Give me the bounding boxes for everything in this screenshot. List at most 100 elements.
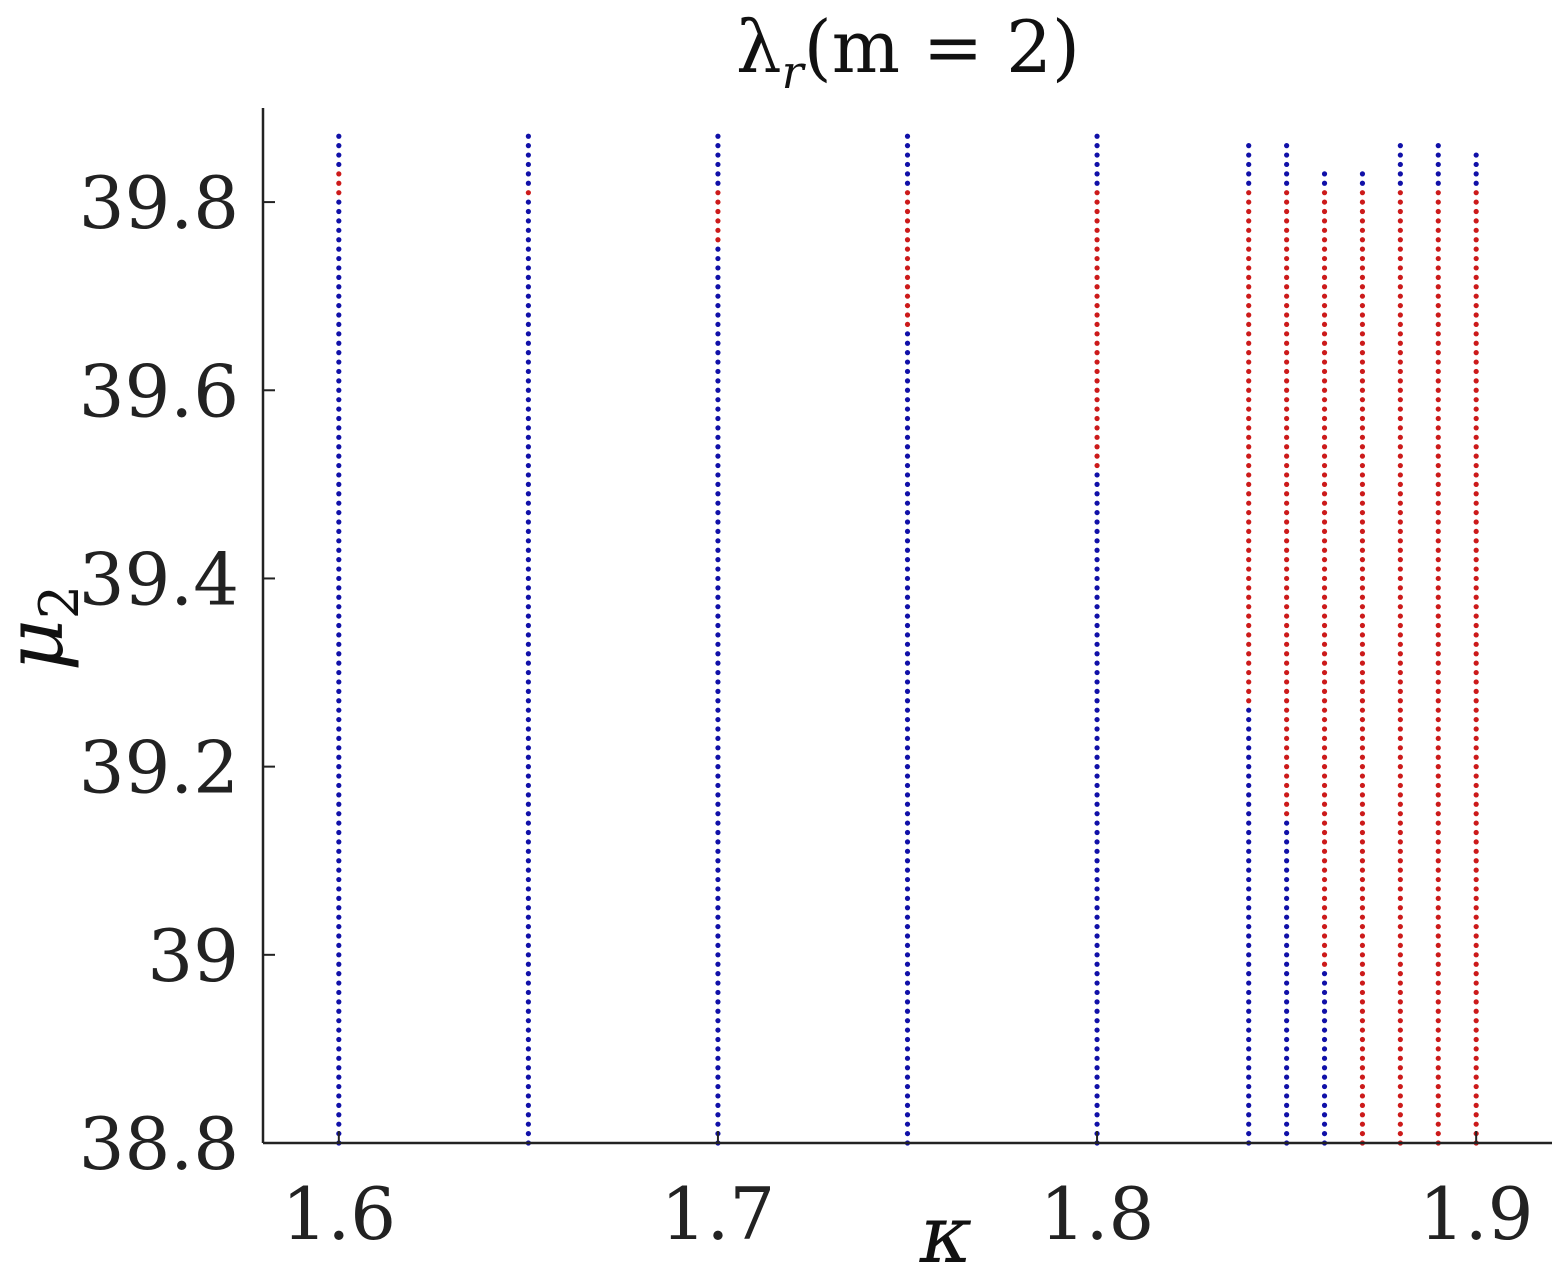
- stable-point: [715, 669, 721, 676]
- stable-point: [336, 227, 342, 233]
- unstable-point: [1284, 293, 1290, 299]
- chart-title-args: (m = 2): [804, 5, 1080, 89]
- unstable-point: [1435, 547, 1441, 553]
- stable-point: [1321, 1018, 1328, 1024]
- unstable-point: [1397, 848, 1403, 854]
- stable-point: [1397, 152, 1403, 158]
- unstable-point: [1473, 688, 1479, 694]
- stable-point: [1094, 1008, 1100, 1014]
- unstable-point: [1435, 444, 1441, 450]
- unstable-point: [1359, 669, 1366, 676]
- unstable-point: [1435, 246, 1441, 252]
- unstable-point: [1246, 481, 1252, 487]
- unstable-point: [1246, 462, 1252, 469]
- unstable-point: [1397, 208, 1403, 215]
- stable-point: [715, 1055, 721, 1061]
- stable-point: [904, 359, 911, 365]
- stable-point: [1246, 895, 1252, 901]
- unstable-point: [1359, 208, 1366, 215]
- unstable-point: [1473, 999, 1479, 1005]
- stable-point: [904, 406, 911, 412]
- unstable-point: [1397, 538, 1403, 544]
- unstable-point: [1397, 895, 1403, 901]
- unstable-point: [1321, 274, 1328, 280]
- stable-point: [525, 1036, 531, 1043]
- unstable-point: [1094, 265, 1100, 271]
- unstable-point: [1094, 406, 1100, 412]
- stable-point: [336, 312, 342, 318]
- unstable-point: [1473, 237, 1479, 243]
- unstable-point: [1397, 754, 1403, 760]
- unstable-point: [1246, 190, 1252, 196]
- stable-point: [336, 350, 342, 356]
- stable-point: [525, 914, 531, 920]
- stable-point: [1246, 858, 1252, 864]
- kappa-series: [525, 133, 531, 1146]
- unstable-point: [1284, 321, 1290, 328]
- stable-point: [715, 735, 721, 742]
- unstable-point: [1397, 942, 1403, 949]
- stable-point: [1094, 1018, 1100, 1024]
- stable-point: [336, 1093, 342, 1099]
- unstable-point: [1473, 293, 1479, 299]
- unstable-point: [1473, 397, 1479, 403]
- unstable-point: [904, 246, 911, 252]
- unstable-point: [1397, 698, 1403, 704]
- unstable-point: [1246, 387, 1252, 393]
- unstable-point: [1359, 462, 1366, 469]
- stable-point: [336, 378, 342, 384]
- unstable-point: [1359, 952, 1366, 958]
- stable-point: [525, 547, 531, 553]
- unstable-point: [1435, 1065, 1441, 1071]
- stable-point: [904, 509, 911, 516]
- unstable-point: [1473, 679, 1479, 685]
- stable-point: [525, 801, 531, 807]
- unstable-point: [904, 274, 911, 280]
- stable-point: [1246, 792, 1252, 798]
- stable-point: [904, 1055, 911, 1061]
- unstable-point: [1397, 491, 1403, 497]
- unstable-point: [1321, 651, 1328, 657]
- stable-point: [525, 792, 531, 798]
- unstable-point: [1397, 274, 1403, 280]
- stable-point: [336, 491, 342, 497]
- stable-point: [904, 331, 911, 337]
- unstable-point: [1473, 1018, 1479, 1024]
- unstable-point: [1473, 622, 1479, 629]
- stable-point: [1094, 716, 1100, 723]
- stable-point: [1284, 829, 1290, 836]
- unstable-point: [1473, 754, 1479, 760]
- unstable-point: [1321, 378, 1328, 384]
- unstable-point: [1397, 773, 1403, 779]
- unstable-point: [1473, 651, 1479, 657]
- stable-point: [904, 538, 911, 544]
- unstable-point: [1094, 340, 1100, 346]
- unstable-point: [1359, 707, 1366, 713]
- unstable-point: [1094, 331, 1100, 337]
- unstable-point: [1435, 829, 1441, 836]
- unstable-point: [1246, 585, 1252, 591]
- stable-point: [904, 651, 911, 657]
- unstable-point: [1435, 707, 1441, 713]
- unstable-point: [1321, 792, 1328, 798]
- stable-point: [1094, 1112, 1100, 1118]
- unstable-point: [1321, 858, 1328, 864]
- unstable-point: [1473, 801, 1479, 807]
- unstable-point: [1284, 782, 1290, 789]
- unstable-point: [1246, 340, 1252, 346]
- unstable-point: [1246, 472, 1252, 478]
- stable-point: [904, 575, 911, 582]
- unstable-point: [1321, 914, 1328, 920]
- stable-point: [336, 764, 342, 770]
- stable-point: [336, 302, 342, 309]
- stable-point: [904, 340, 911, 346]
- stable-point: [336, 829, 342, 836]
- unstable-point: [1435, 293, 1441, 299]
- unstable-point: [1321, 782, 1328, 789]
- stable-point: [904, 716, 911, 723]
- unstable-point: [1435, 1055, 1441, 1061]
- stable-point: [336, 1065, 342, 1071]
- stable-point: [336, 811, 342, 817]
- unstable-point: [1094, 199, 1100, 205]
- stable-point: [336, 707, 342, 713]
